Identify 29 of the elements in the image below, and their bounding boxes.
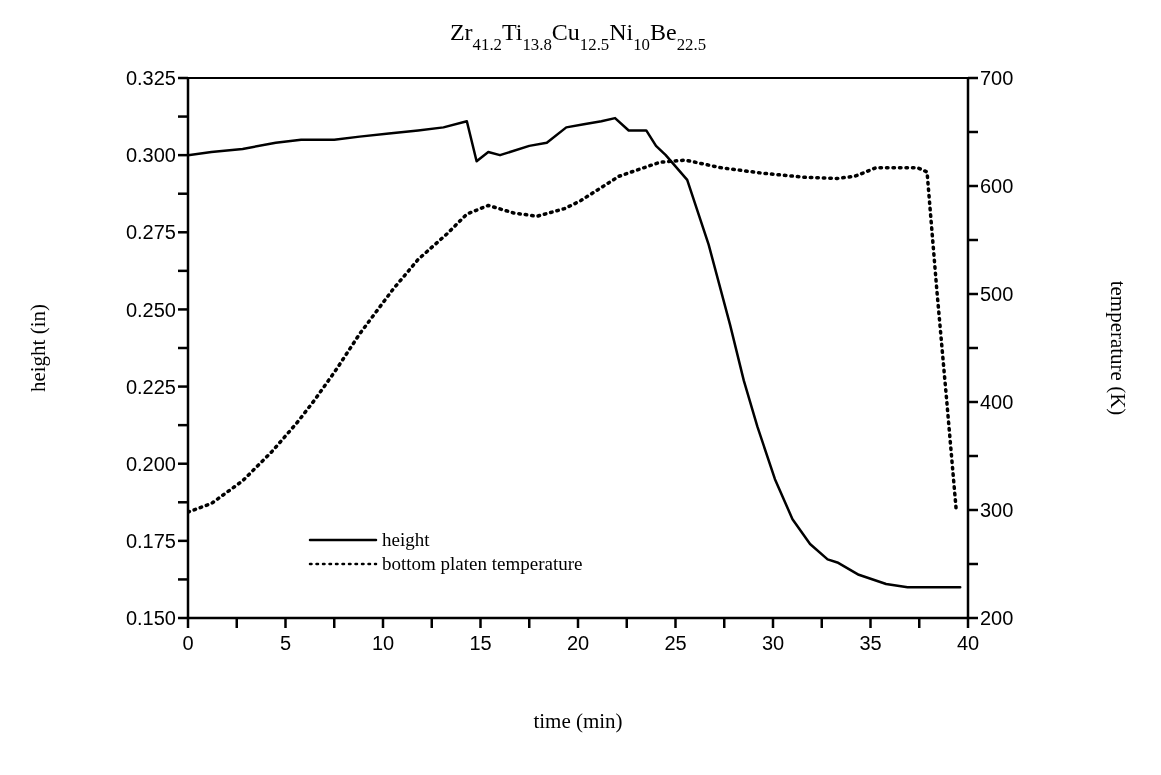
legend-label: bottom platen temperature — [382, 553, 583, 575]
x-axis-title: time (min) — [533, 709, 623, 733]
y-axis-title: height (in) — [26, 303, 51, 393]
y-tick-label: 0.325 — [125, 67, 176, 90]
x-tick-label: 0 — [182, 632, 194, 655]
y2-tick-label: 300 — [980, 499, 1014, 522]
y-tick-label: 0.250 — [125, 298, 176, 321]
y-tick-label: 0.275 — [125, 221, 176, 244]
y2-tick-label: 400 — [980, 391, 1014, 414]
y-tick-label: 0.200 — [125, 452, 176, 475]
chart-title: Zr$_{41.2}$Ti$_{13.8}$Cu$_{12.5}$Ni$_{10}$Be$_{22.5}$ — [449, 19, 707, 54]
x-tick-label: 10 — [371, 632, 395, 655]
x-tick-label: 15 — [469, 632, 492, 655]
y-tick-label: 0.225 — [125, 375, 176, 398]
x-tick-label: 20 — [566, 632, 590, 655]
y-tick-label: 0.175 — [125, 529, 176, 552]
legend-label: height — [382, 529, 430, 551]
x-tick-label: 30 — [761, 632, 785, 655]
x-tick-label: 35 — [859, 632, 882, 655]
x-tick-label: 40 — [956, 632, 980, 655]
y2-tick-label: 600 — [980, 175, 1014, 198]
y2-tick-label: 200 — [980, 607, 1014, 630]
y-tick-label: 0.300 — [125, 144, 176, 167]
x-tick-label: 5 — [279, 632, 292, 655]
y2-tick-label: 700 — [980, 67, 1014, 90]
x-tick-label: 25 — [664, 632, 687, 655]
y2-axis-title: temperature (K) — [1105, 280, 1130, 416]
y-tick-label: 0.150 — [125, 607, 176, 630]
y2-tick-label: 500 — [980, 283, 1014, 306]
